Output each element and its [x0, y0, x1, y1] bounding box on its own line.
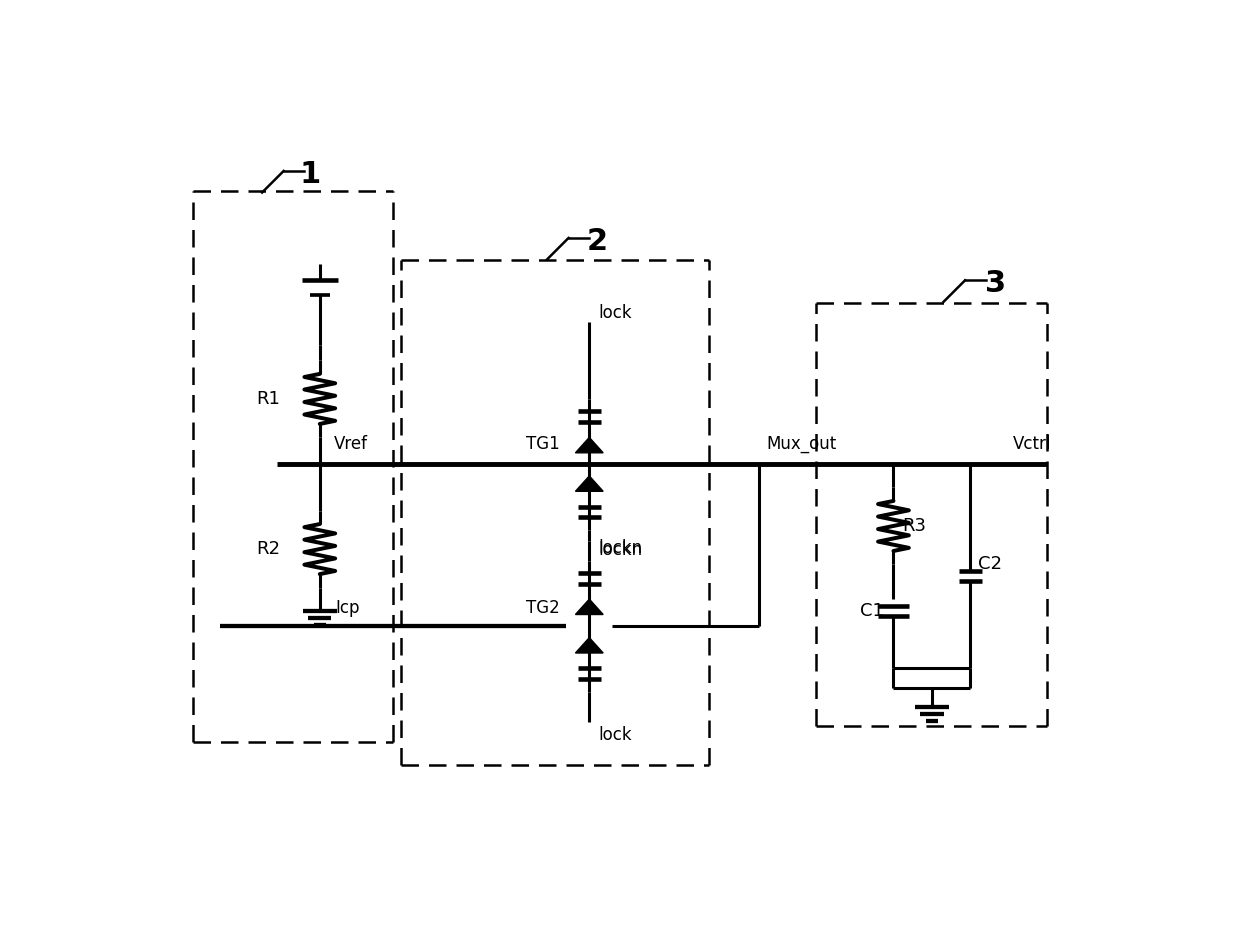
Text: C1: C1	[861, 601, 884, 619]
Text: R3: R3	[903, 517, 926, 535]
Text: 1: 1	[300, 160, 321, 188]
Text: R2: R2	[255, 540, 280, 558]
Text: Vctrl: Vctrl	[1013, 435, 1052, 453]
Text: lockn: lockn	[599, 542, 642, 560]
Polygon shape	[575, 599, 603, 615]
Text: C2: C2	[978, 556, 1002, 574]
Text: Mux_out: Mux_out	[766, 435, 837, 453]
Polygon shape	[575, 637, 603, 653]
Text: TG1: TG1	[526, 435, 560, 453]
Text: 2: 2	[587, 226, 608, 256]
Text: R1: R1	[255, 390, 280, 408]
Text: Icp: Icp	[335, 598, 360, 617]
Text: 3: 3	[986, 269, 1007, 298]
Text: lock: lock	[599, 726, 632, 744]
Text: Vref: Vref	[334, 435, 367, 453]
Polygon shape	[575, 476, 603, 491]
Text: lockn: lockn	[599, 539, 642, 557]
Text: TG2: TG2	[526, 598, 560, 617]
Text: lock: lock	[599, 304, 632, 322]
Polygon shape	[575, 437, 603, 453]
